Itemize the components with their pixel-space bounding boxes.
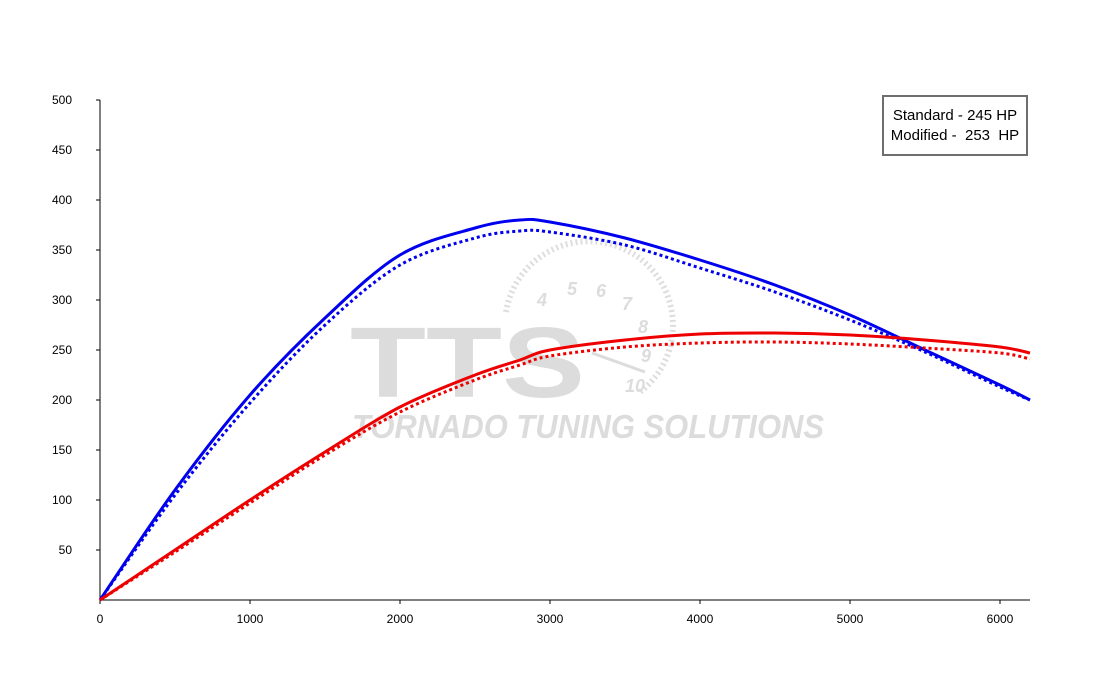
y-tick-label: 50 — [59, 543, 73, 557]
y-tick-label: 500 — [52, 93, 72, 107]
gauge-number: 10 — [625, 376, 645, 396]
x-tick-label: 2000 — [387, 612, 414, 626]
y-tick-label: 300 — [52, 293, 72, 307]
gauge-number: 5 — [567, 279, 578, 299]
watermark-text: TORNADO TUNING SOLUTIONS — [352, 408, 824, 445]
series-line-modified-torque — [98, 217, 1031, 601]
watermark-logo: 4 5 6 7 8 9 10 TTS TORNADO TUNING SOLUTI… — [350, 238, 824, 445]
x-tick-label: 5000 — [837, 612, 864, 626]
series-group — [98, 217, 1031, 602]
y-tick-label: 350 — [52, 243, 72, 257]
y-tick-label: 100 — [52, 493, 72, 507]
x-tick-label: 3000 — [537, 612, 564, 626]
x-tick-label: 0 — [97, 612, 104, 626]
watermark-tts: TTS — [350, 307, 585, 419]
y-tick-label: 250 — [52, 343, 72, 357]
gauge-number: 4 — [536, 290, 547, 310]
axes: 0 1000 2000 3000 4000 5000 6000 50 100 150 200 250 3… — [52, 93, 1030, 626]
y-tick-label: 400 — [52, 193, 72, 207]
gauge-number: 9 — [641, 346, 651, 366]
x-tick-label: 6000 — [987, 612, 1014, 626]
gauge-needle — [591, 351, 646, 374]
y-tick-label: 450 — [52, 143, 72, 157]
y-tick-label: 150 — [52, 443, 72, 457]
x-tick-label: 1000 — [237, 612, 264, 626]
gauge-number: 8 — [638, 317, 648, 337]
x-tick-label: 4000 — [687, 612, 714, 626]
series-line-modified-power — [99, 331, 1031, 602]
series-line-standard-torque — [98, 228, 1031, 601]
legend: Standard - 245 HP Modified - 253 HP — [882, 95, 1028, 156]
legend-entry-modified: Modified - 253 HP — [890, 127, 1020, 144]
gauge-number: 6 — [596, 281, 607, 301]
y-tick-label: 200 — [52, 393, 72, 407]
legend-entry-standard: Standard - 245 HP — [892, 107, 1018, 124]
gauge-number: 7 — [622, 294, 633, 314]
series-line-standard-power — [99, 340, 1031, 602]
